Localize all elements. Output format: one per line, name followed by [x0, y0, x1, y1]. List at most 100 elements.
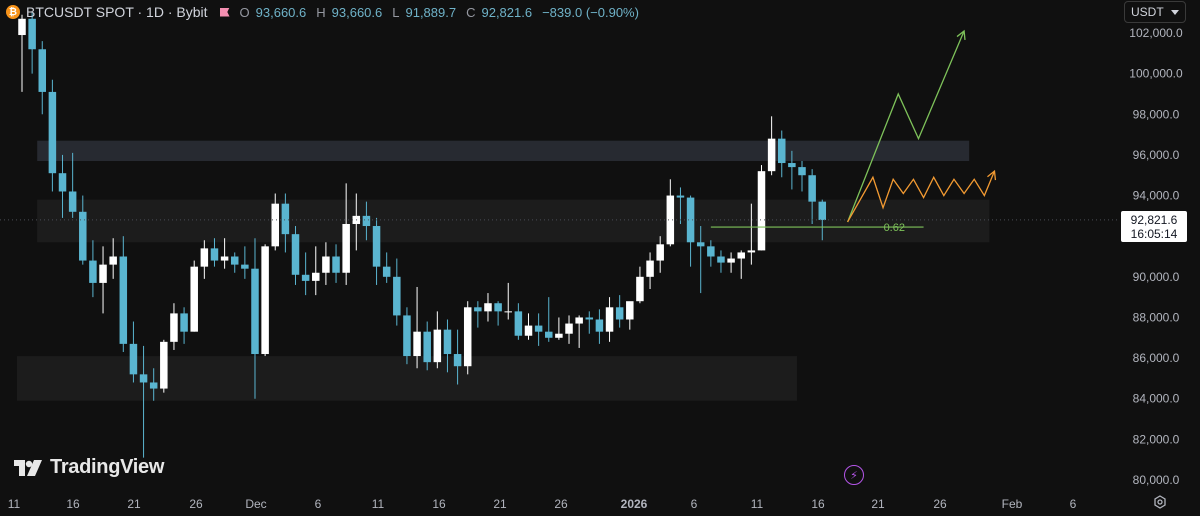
candle: [362, 201, 371, 241]
candle-body: [707, 246, 715, 257]
candle-body: [686, 197, 695, 243]
candle-body: [210, 248, 219, 261]
candle: [727, 252, 735, 273]
candle-body: [788, 163, 796, 168]
candle-body: [433, 329, 442, 363]
price-tick-label: 98,000.0: [1133, 107, 1180, 121]
candle: [686, 195, 695, 267]
candle: [443, 319, 452, 373]
candle-body: [68, 191, 77, 212]
candle-body: [251, 268, 259, 355]
candle-body: [474, 307, 482, 312]
low-value: 91,889.7: [405, 4, 457, 20]
symbol-title[interactable]: BTCUSDT SPOT · 1D · Bybit: [26, 4, 208, 20]
candle: [99, 246, 107, 314]
time-tick-label: 16: [432, 497, 446, 511]
candle: [403, 307, 411, 365]
price-tick-label: 80,000.0: [1133, 473, 1180, 487]
candle-body: [109, 256, 117, 265]
candle: [48, 79, 57, 192]
settings-icon[interactable]: [1152, 494, 1168, 510]
orange-projection-path: [847, 170, 996, 223]
time-tick-label: 16: [66, 497, 80, 511]
candle-body: [220, 256, 229, 261]
candle-body: [393, 276, 401, 316]
candle-body: [230, 256, 239, 265]
candle: [190, 260, 198, 332]
candle-body: [200, 248, 209, 267]
time-tick-label: 6: [315, 497, 322, 511]
lightning-icon[interactable]: ⚡: [844, 465, 864, 485]
candle: [808, 169, 816, 224]
price-tick-label: 94,000.0: [1133, 189, 1180, 203]
candle: [372, 217, 381, 285]
candle-body: [717, 256, 725, 263]
price-tick-label: 100,000.0: [1129, 67, 1183, 81]
candle-body: [666, 195, 675, 245]
candle: [605, 297, 614, 342]
candle: [393, 258, 401, 326]
currency-selector[interactable]: USDT: [1124, 1, 1186, 23]
candle-body: [696, 242, 705, 247]
candle: [707, 240, 715, 267]
candle-body: [241, 264, 249, 269]
price-tick-label: 88,000.0: [1133, 310, 1180, 324]
candle: [595, 309, 604, 344]
tradingview-logo[interactable]: TradingView: [14, 456, 164, 479]
candle: [798, 161, 806, 192]
price-tick-label: 84,000.0: [1133, 392, 1180, 406]
candle: [524, 313, 533, 340]
candle-body: [342, 223, 350, 273]
candle-body: [514, 311, 523, 336]
candle-body: [818, 201, 827, 220]
candle: [79, 195, 87, 265]
candle: [119, 236, 128, 352]
price-axis: 102,000.0 100,000.0 98,000.0 96,000.0 94,000…: [1129, 26, 1183, 487]
zone-rect: [37, 140, 970, 162]
candle-body: [271, 203, 279, 247]
green-projection-arrowhead: [956, 29, 966, 40]
candle-body: [119, 256, 128, 344]
candle-body: [494, 303, 502, 312]
candle-body: [575, 317, 583, 324]
flag-icon[interactable]: [219, 7, 230, 17]
candle: [271, 193, 279, 251]
candle: [646, 252, 654, 290]
candle-body: [28, 18, 36, 50]
candle: [129, 321, 138, 383]
bar-countdown: 16:05:14: [1130, 227, 1178, 241]
candle: [757, 165, 766, 251]
time-tick-label: 16: [811, 497, 825, 511]
chevron-down-icon: [1171, 9, 1179, 15]
price-tick-label: 82,000.0: [1133, 432, 1180, 446]
candle: [514, 303, 523, 340]
open-value: 93,660.6: [255, 4, 307, 20]
last-price-tag: 92,821.6 16:05:14: [1121, 211, 1187, 242]
candle-body: [312, 272, 320, 281]
candle: [241, 246, 249, 279]
candle: [494, 301, 502, 326]
candle: [301, 252, 310, 296]
candle: [636, 266, 644, 304]
candle-body: [48, 91, 57, 174]
close-key: C: [466, 4, 476, 20]
candle-body: [413, 331, 421, 357]
candle-body: [322, 256, 330, 273]
candle: [230, 252, 239, 273]
candle: [696, 226, 705, 294]
time-tick-label: 26: [189, 497, 203, 511]
candle-body: [332, 256, 340, 273]
candle-body: [484, 303, 492, 312]
change-value: −839.0 (−0.90%): [542, 4, 639, 20]
candle-body: [778, 138, 786, 164]
price-tick-label: 102,000.0: [1129, 26, 1183, 40]
candle: [585, 311, 594, 334]
candle-body: [443, 329, 452, 355]
high-key: H: [316, 4, 326, 20]
candle: [180, 307, 188, 344]
price-tick-label: 96,000.0: [1133, 148, 1180, 162]
candle: [656, 236, 664, 273]
candle: [312, 246, 320, 296]
